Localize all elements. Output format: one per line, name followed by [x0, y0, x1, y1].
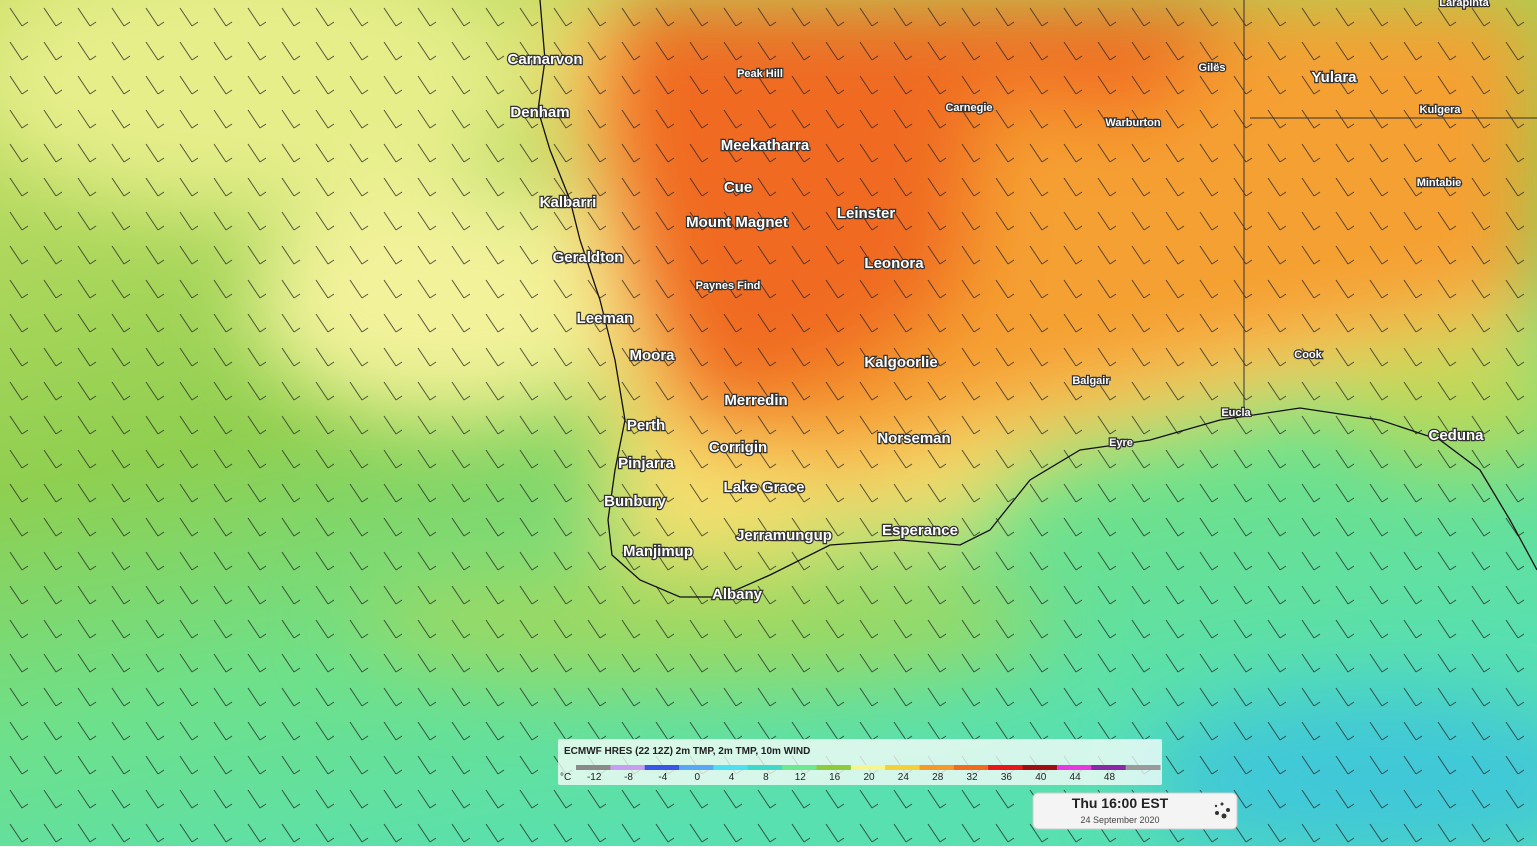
legend-swatch	[747, 765, 783, 770]
legend-tick-label: 24	[898, 772, 910, 783]
legend-tick-label: 12	[795, 772, 807, 783]
legend-unit: °C	[560, 772, 571, 783]
legend-swatch	[953, 765, 989, 770]
place-label: Geraldton	[553, 249, 624, 266]
place-label: Yulara	[1311, 69, 1357, 86]
place-label: Mintabie	[1417, 177, 1462, 189]
place-label: Meekatharra	[721, 137, 810, 154]
place-label: Eyre	[1109, 437, 1133, 449]
spinner-icon	[1214, 802, 1230, 819]
place-label: Leonora	[864, 255, 924, 272]
place-label: Balgair	[1072, 375, 1110, 387]
place-label: Eucla	[1221, 407, 1251, 419]
legend-tick-label: 0	[694, 772, 700, 783]
time-date: 24 September 2020	[1080, 815, 1159, 825]
place-label: Denham	[510, 104, 569, 121]
time-box	[1032, 792, 1238, 830]
place-label: Jerramungup	[736, 527, 832, 544]
legend-swatch	[1022, 765, 1058, 770]
coastline	[537, 0, 1537, 598]
legend-swatch	[988, 765, 1024, 770]
place-labels: Carnarvon Peak Hill Gilës Yulara Larapinta De…	[506, 0, 1491, 604]
legend-tick-label: -4	[658, 772, 667, 783]
place-label: Kalbarri	[540, 194, 597, 211]
place-label: Ceduna	[1428, 427, 1484, 444]
legend-swatch	[679, 765, 714, 770]
legend-tick-label: 44	[1070, 772, 1082, 783]
legend-swatch	[850, 765, 886, 770]
place-label: Gilës	[1199, 62, 1226, 74]
legend-tick-label: 32	[966, 772, 978, 783]
legend-swatch	[644, 765, 680, 770]
state-border	[1243, 0, 1537, 413]
legend-swatch	[816, 765, 852, 770]
place-label: Bunbury	[604, 493, 666, 510]
legend-swatch	[713, 765, 749, 770]
place-label: Perth	[627, 417, 665, 434]
legend-tick-label: 20	[863, 772, 875, 783]
place-label: Moora	[630, 347, 676, 364]
place-label: Paynes Find	[696, 280, 761, 292]
place-label: Carnegie	[945, 102, 992, 114]
place-label: Merredin	[724, 392, 787, 409]
legend-tick-label: 16	[829, 772, 841, 783]
place-label: Albany	[712, 586, 763, 603]
legend: ECMWF HRES (22 12Z) 2m TMP, 2m TMP, 10m …	[558, 739, 1162, 785]
legend-tick-label: 28	[932, 772, 944, 783]
legend-box	[558, 739, 1162, 785]
place-label: Pinjarra	[618, 455, 675, 472]
place-label: Manjimup	[623, 543, 693, 560]
legend-tick-label: 4	[729, 772, 735, 783]
legend-swatch	[919, 765, 955, 770]
legend-title: ECMWF HRES (22 12Z) 2m TMP, 2m TMP, 10m …	[564, 746, 810, 757]
legend-tick-label: -12	[587, 772, 602, 783]
legend-swatch	[1125, 765, 1161, 770]
legend-tick-label: 40	[1035, 772, 1047, 783]
legend-swatch	[576, 765, 611, 770]
place-label: Cue	[724, 179, 752, 196]
time-label: Thu 16:00 EST	[1072, 795, 1169, 811]
place-label: Mount Magnet	[686, 214, 788, 231]
place-label: Kalgoorlie	[864, 354, 937, 371]
legend-tick-label: -8	[624, 772, 633, 783]
legend-swatch	[1056, 765, 1092, 770]
place-label: Esperance	[882, 522, 958, 539]
place-label: Warburton	[1105, 117, 1160, 129]
legend-swatch	[1091, 765, 1127, 770]
place-label: Peak Hill	[737, 68, 783, 80]
legend-swatch	[782, 765, 817, 770]
place-label: Corrigin	[709, 439, 767, 456]
place-label: Larapinta	[1439, 0, 1489, 9]
legend-tick-label: 48	[1104, 772, 1116, 783]
legend-tick-label: 36	[1001, 772, 1013, 783]
time-panel: Thu 16:00 EST 24 September 2020	[1032, 792, 1238, 830]
place-label: Leinster	[837, 205, 896, 222]
legend-swatch	[885, 765, 921, 770]
place-label: Lake Grace	[724, 479, 805, 496]
legend-swatch	[610, 765, 646, 770]
legend-tick-label: 8	[763, 772, 769, 783]
place-label: Carnarvon	[507, 51, 582, 68]
place-label: Kulgera	[1420, 104, 1462, 116]
place-label: Cook	[1294, 349, 1322, 361]
place-label: Leeman	[577, 310, 634, 327]
place-label: Norseman	[877, 430, 950, 447]
